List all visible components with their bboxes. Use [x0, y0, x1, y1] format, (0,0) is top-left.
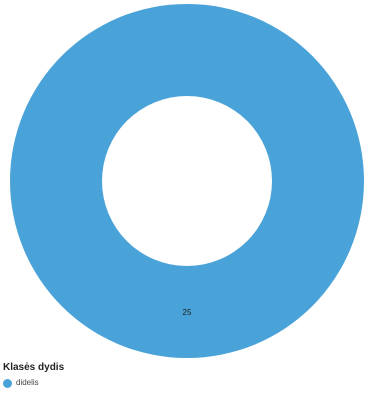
legend: Klasės dydis didelis: [3, 362, 303, 389]
donut-slice-didelis[interactable]: [10, 4, 364, 358]
legend-label: didelis: [16, 378, 39, 388]
donut-chart: 25: [0, 0, 366, 360]
slice-data-label: 25: [183, 308, 192, 317]
legend-swatch: [3, 379, 12, 388]
legend-item-didelis[interactable]: didelis: [3, 377, 303, 389]
legend-title: Klasės dydis: [3, 362, 303, 374]
